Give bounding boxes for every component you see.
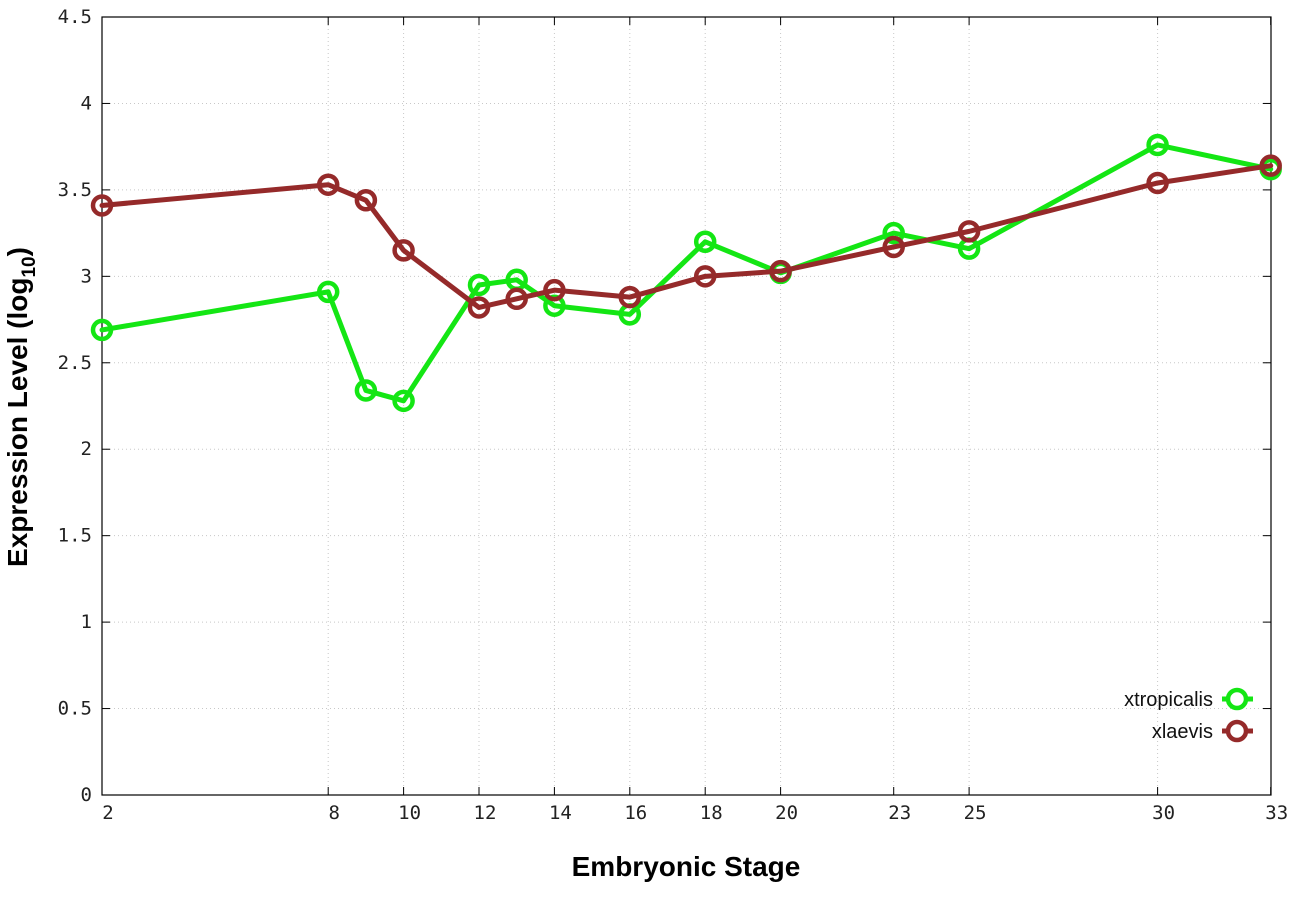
y-tick-label: 4.5	[58, 6, 92, 28]
x-tick-label: 25	[964, 802, 987, 824]
data-point	[1146, 171, 1169, 195]
x-tick-label: 10	[398, 802, 421, 824]
plot-frame	[101, 16, 1272, 796]
data-point	[392, 389, 415, 413]
legend-label: xlaevis	[1152, 721, 1213, 743]
data-point	[467, 296, 491, 319]
series-line	[99, 163, 1274, 310]
y-tick-label: 3	[81, 265, 92, 287]
x-tick-label: 33	[1265, 802, 1288, 824]
y-tick-label: 1	[81, 611, 92, 633]
series-xlaevis	[90, 154, 1282, 319]
data-point	[543, 278, 566, 302]
data-point	[316, 280, 340, 304]
y-tick-label: 4	[81, 92, 92, 114]
x-tick-label: 20	[775, 802, 798, 824]
x-tick-label: 12	[474, 802, 497, 824]
data-point	[882, 221, 905, 245]
legend: xtropicalis xlaevis	[1124, 687, 1253, 743]
y-axis-title-subscript: 10	[19, 256, 40, 277]
x-tick-label: 14	[549, 802, 572, 824]
series	[90, 133, 1282, 413]
data-point	[543, 294, 566, 317]
data-point	[882, 235, 905, 259]
data-point	[90, 318, 114, 342]
y-tick-label: 2.5	[58, 352, 92, 374]
data-point	[354, 189, 378, 212]
data-point	[1259, 154, 1282, 177]
data-point	[1146, 133, 1169, 157]
y-axis-title-close: )	[2, 247, 33, 256]
x-tick-label: 23	[888, 802, 911, 824]
y-tick-label: 0	[81, 784, 92, 806]
y-tick-label: 1.5	[58, 525, 92, 547]
data-point	[90, 194, 114, 217]
legend-swatch-marker	[1225, 687, 1249, 711]
data-point	[693, 265, 717, 288]
y-tick-label: 3.5	[58, 179, 92, 201]
x-axis-title: Embryonic Stage	[572, 851, 801, 882]
x-tick-label: 18	[700, 802, 723, 824]
x-tick-label: 16	[624, 802, 647, 824]
x-tick-label: 2	[102, 802, 113, 824]
series-xtropicalis	[90, 133, 1282, 413]
data-point	[354, 379, 378, 402]
x-tick-label: 30	[1152, 802, 1175, 824]
x-tick-label: 8	[328, 802, 339, 824]
data-point	[316, 173, 340, 196]
grid-lines	[102, 17, 1271, 795]
legend-label: xtropicalis	[1124, 689, 1213, 711]
data-point	[618, 285, 642, 309]
series-line	[99, 142, 1274, 404]
y-tick-label: 0.5	[58, 698, 92, 720]
y-axis-title-main: Expression Level (log	[2, 278, 33, 567]
y-axis-title: Expression Level (log10)	[2, 247, 40, 567]
data-point	[467, 273, 491, 297]
legend-swatch-marker	[1225, 719, 1249, 743]
data-point	[505, 287, 528, 311]
y-tick-label: 2	[81, 438, 92, 460]
data-point	[769, 259, 792, 283]
data-point	[693, 230, 717, 254]
data-point	[392, 239, 415, 262]
data-point	[957, 220, 981, 243]
axes: 0 0.5 1 1.5 2 2.5 3 3.5 4 4.5 2 8 10 12 14 16 18 20 23 25 30…	[58, 6, 1288, 824]
